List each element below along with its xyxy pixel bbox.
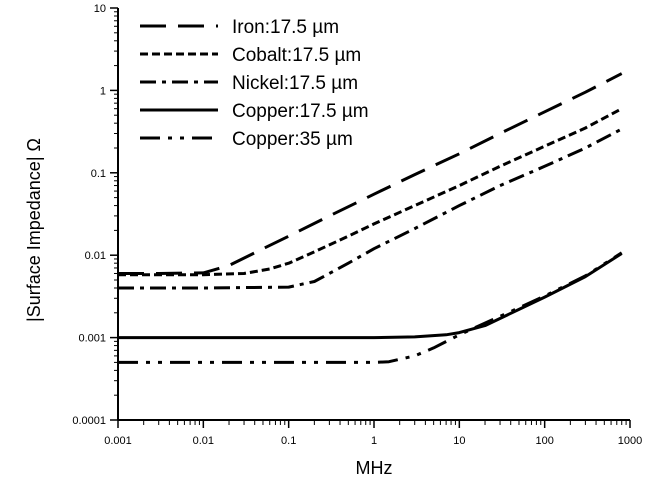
series-line-0 xyxy=(118,72,623,275)
plot-area xyxy=(117,8,630,421)
series-line-4 xyxy=(118,251,623,364)
x-axis-label: MHz xyxy=(356,458,393,478)
x-tick-label: 1000 xyxy=(618,435,642,447)
legend-label-2: Nickel:17.5 µm xyxy=(232,73,358,94)
series-line-3 xyxy=(118,252,623,340)
y-tick-label: 10 xyxy=(94,3,106,15)
y-tick-label: 0.0001 xyxy=(72,415,106,427)
y-axis-ticks: 0.0001 0.001 0.01 0.1 1 10 xyxy=(72,3,118,427)
y-tick-label: 1 xyxy=(100,85,106,97)
series-line-2 xyxy=(118,127,623,290)
series-line-1 xyxy=(118,107,623,277)
series-group xyxy=(118,72,623,364)
x-tick-label: 100 xyxy=(535,435,553,447)
x-axis-ticks: 0.001 0.01 0.1 1 10 100 1000 xyxy=(104,420,642,447)
x-tick-label: 0.1 xyxy=(281,435,296,447)
y-tick-label: 0.1 xyxy=(91,168,106,180)
x-tick-label: 1 xyxy=(371,435,377,447)
y-tick-label: 0.001 xyxy=(78,333,106,345)
legend-label-3: Copper:17.5 µm xyxy=(232,101,369,122)
y-axis-label: |Surface Impedance| Ω xyxy=(24,138,44,322)
legend: Iron:17.5 µm Cobalt:17.5 µm Nickel:17.5 µm… xyxy=(140,17,369,150)
x-tick-label: 10 xyxy=(453,435,465,447)
legend-label-4: Copper:35 µm xyxy=(232,129,353,150)
x-tick-label: 0.001 xyxy=(104,435,132,447)
legend-label-0: Iron:17.5 µm xyxy=(232,17,339,38)
legend-label-1: Cobalt:17.5 µm xyxy=(232,45,361,66)
x-tick-label: 0.01 xyxy=(193,435,214,447)
y-tick-label: 0.01 xyxy=(85,250,106,262)
